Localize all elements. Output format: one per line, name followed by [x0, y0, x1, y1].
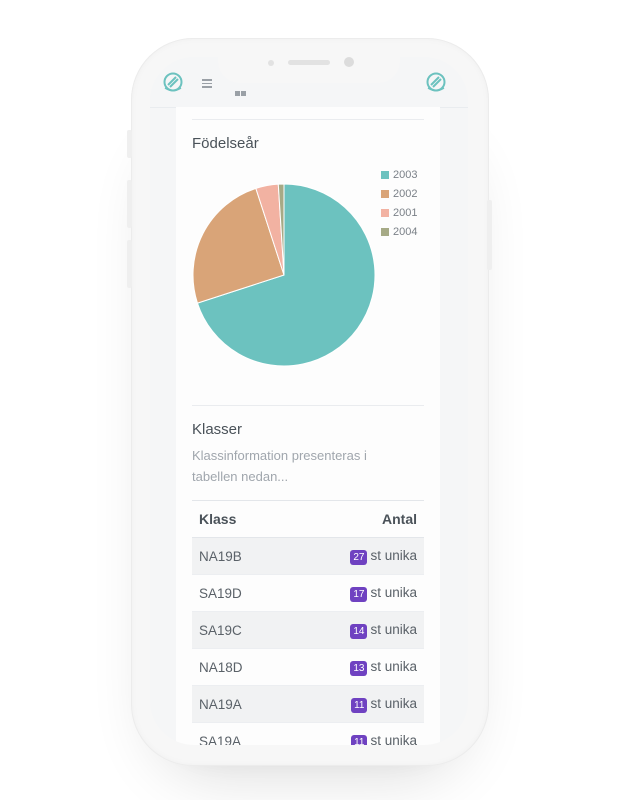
legend-label: 2002 — [393, 187, 418, 200]
chart-legend: 2003 2002 2001 2004 — [381, 165, 417, 241]
class-name: SA19D — [199, 585, 242, 601]
class-name: NA19A — [199, 696, 242, 712]
unit-label: st unika — [370, 732, 417, 746]
content-card: Födelseår 2003 2002 2001 2004 Klasser Klass… — [176, 107, 440, 745]
table-header: Klass Antal — [192, 500, 424, 538]
legend-swatch — [381, 189, 389, 198]
unit-label: st unika — [370, 621, 417, 637]
unit-label: st unika — [370, 695, 417, 711]
legend-item-2002[interactable]: 2002 — [381, 184, 417, 203]
legend-label: 2004 — [393, 225, 418, 238]
legend-item-2001[interactable]: 2001 — [381, 203, 417, 222]
count-badge: 17 — [350, 586, 368, 602]
phone-screen: Födelseår 2003 2002 2001 2004 Klasser Klass… — [150, 57, 468, 745]
count-badge: 14 — [350, 623, 368, 639]
legend-item-2004[interactable]: 2004 — [381, 222, 417, 241]
phone-notch — [218, 57, 400, 83]
count-badge: 11 — [351, 697, 368, 713]
speaker-grille — [288, 60, 330, 65]
phone-side-button — [127, 130, 132, 158]
class-name: SA19C — [199, 622, 242, 638]
legend-label: 2001 — [393, 206, 418, 219]
phone-power-button — [487, 200, 492, 270]
header-class[interactable]: Klass — [199, 511, 237, 527]
unit-label: st unika — [370, 658, 417, 674]
count-badge: 13 — [350, 660, 368, 676]
hamburger-menu-icon[interactable] — [202, 79, 212, 90]
class-name: NA18D — [199, 659, 243, 675]
phone-volume-down-button — [127, 240, 132, 288]
divider — [192, 405, 424, 406]
birth-year-title: Födelseår — [192, 135, 259, 152]
pie-slice-2002[interactable] — [192, 187, 285, 304]
phone-volume-up-button — [127, 180, 132, 228]
front-camera — [344, 57, 354, 67]
sensor-dot — [268, 60, 274, 66]
legend-swatch — [381, 208, 389, 217]
divider — [192, 119, 424, 120]
classes-title: Klasser — [192, 421, 243, 438]
unit-label: st unika — [370, 547, 417, 563]
count-badge: 27 — [350, 549, 368, 565]
legend-item-2003[interactable]: 2003 — [381, 165, 417, 184]
legend-swatch — [381, 227, 389, 236]
count-badge: 11 — [351, 734, 368, 745]
class-name: NA19B — [199, 548, 242, 564]
pie-slice-2003[interactable] — [196, 183, 376, 367]
grid-view-icon[interactable] — [235, 83, 247, 101]
legend-label: 2003 — [393, 168, 418, 181]
birth-year-pie-chart — [192, 183, 376, 367]
user-avatar-logo-icon[interactable] — [425, 71, 447, 93]
header-count[interactable]: Antal — [382, 511, 417, 527]
class-name: SA19A — [199, 733, 242, 746]
unit-label: st unika — [370, 584, 417, 600]
classes-description: Klassinformation presenteras i tabellen … — [192, 448, 367, 484]
pie-slice-2004[interactable] — [277, 183, 285, 276]
globe-logo-icon[interactable] — [162, 71, 184, 93]
legend-swatch — [381, 170, 389, 179]
